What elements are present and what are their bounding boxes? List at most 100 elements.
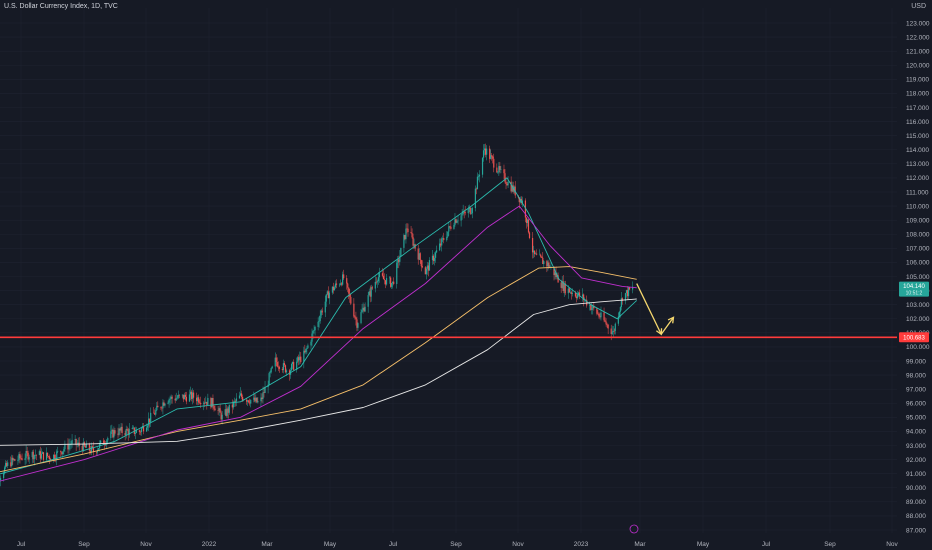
candle-body	[31, 451, 33, 458]
candle-body	[576, 294, 579, 299]
candle-body	[64, 443, 66, 450]
candle-body	[454, 219, 456, 225]
x-tick-label: Sep	[824, 541, 836, 548]
candle-body	[57, 450, 59, 452]
candle-body	[525, 217, 528, 224]
candle-body	[103, 440, 105, 445]
candle-body	[204, 402, 206, 404]
candle-body	[0, 478, 2, 481]
y-tick-label: 91.000	[906, 471, 926, 478]
candle-body	[20, 458, 22, 459]
candle-body	[246, 399, 248, 402]
candle-body	[212, 397, 214, 406]
candle-body	[307, 345, 309, 348]
candle-body	[326, 291, 328, 295]
x-tick-label: Sep	[78, 541, 90, 548]
candle-body	[511, 185, 513, 192]
candle-body	[478, 174, 481, 177]
candle-body	[282, 363, 285, 371]
candle-body	[570, 292, 572, 294]
y-tick-label: 114.000	[906, 147, 929, 154]
candle-body	[119, 428, 121, 431]
candle-body	[592, 305, 594, 309]
candle-body	[319, 315, 321, 322]
candle-body	[453, 224, 455, 229]
y-tick-label: 121.000	[906, 48, 930, 55]
candle-body	[241, 396, 244, 401]
candle-body	[41, 452, 44, 454]
candle-body	[247, 400, 249, 402]
candle-body	[5, 462, 7, 468]
candle-body	[127, 430, 129, 435]
candle-body	[154, 413, 156, 415]
candle-body	[139, 431, 142, 433]
candle-body	[381, 273, 384, 276]
y-tick-label: 95.000	[906, 415, 926, 422]
candle-body	[503, 169, 505, 174]
candle-body	[460, 215, 462, 221]
candle-body	[490, 155, 492, 159]
candle-body	[411, 233, 413, 238]
candle-body	[393, 281, 395, 284]
candle-body	[305, 348, 307, 353]
candle-body	[618, 311, 620, 317]
candle-body	[153, 412, 155, 414]
candle-body	[492, 156, 494, 159]
candle-body	[111, 429, 113, 432]
candle-body	[568, 288, 570, 293]
candle-body	[53, 454, 55, 461]
candle-body	[12, 457, 14, 461]
candle-body	[397, 259, 399, 263]
candle-body	[118, 428, 120, 435]
candle-body	[268, 373, 270, 385]
candle-body	[47, 456, 50, 457]
candle-body	[627, 287, 630, 297]
y-tick-label: 87.000	[906, 527, 926, 534]
candle-body	[469, 207, 471, 214]
candle-body	[455, 219, 457, 223]
candle-body	[254, 397, 256, 402]
candle-body	[14, 459, 16, 461]
candle-body	[547, 262, 549, 267]
candle-body	[556, 275, 558, 278]
candle-body	[249, 402, 251, 404]
candle-body	[378, 273, 381, 278]
candle-body	[156, 405, 158, 411]
event-marker-icon	[629, 524, 639, 534]
candle-body	[426, 265, 428, 269]
candle-body	[481, 157, 484, 175]
candle-body	[340, 283, 342, 285]
candle-body	[188, 394, 191, 402]
x-tick-label: Nov	[512, 541, 524, 548]
candle-body	[347, 283, 349, 288]
candle-body	[539, 254, 541, 256]
candle-body	[60, 450, 62, 453]
candle-body	[211, 397, 213, 408]
candle-body	[557, 275, 559, 283]
candle-body	[283, 363, 286, 366]
candle-body	[439, 243, 441, 251]
candle-body	[198, 397, 200, 403]
candle-body	[541, 256, 543, 258]
candle-body	[263, 392, 265, 394]
candle-body	[317, 321, 319, 327]
candle-body	[405, 228, 407, 240]
candle-body	[562, 281, 564, 291]
candle-body	[382, 275, 385, 280]
candle-body	[377, 277, 379, 282]
candle-body	[467, 208, 469, 214]
candle-body	[599, 316, 601, 318]
candle-body	[148, 418, 150, 426]
x-tick-label: Sep	[450, 541, 462, 548]
candle-body	[38, 451, 40, 456]
candle-body	[548, 262, 550, 268]
candle-body	[620, 298, 623, 308]
candle-body	[343, 274, 345, 279]
candle-body	[196, 397, 198, 402]
candle-body	[213, 405, 215, 409]
candle-body	[450, 226, 452, 229]
candle-body	[612, 330, 614, 333]
candle-body	[449, 226, 451, 227]
